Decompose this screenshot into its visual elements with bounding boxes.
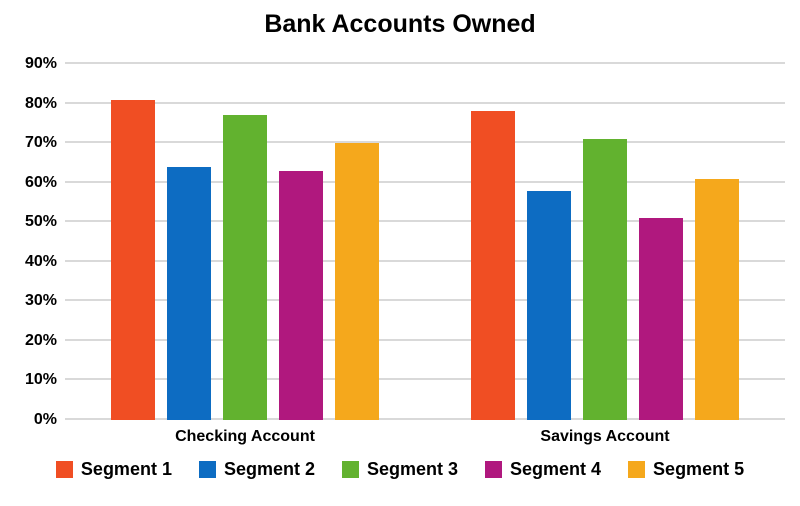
legend-item-segment-5: Segment 5 — [628, 459, 744, 480]
y-tick-label-60: 60% — [24, 173, 57, 191]
bar-segment-1-checking-account — [111, 99, 155, 420]
x-category-label-savings-account: Savings Account — [540, 428, 670, 445]
x-axis-labels: Checking Account Savings Account — [65, 428, 785, 446]
gridline-20 — [65, 338, 785, 341]
y-tick-label-90: 90% — [24, 55, 57, 72]
bar-segment-3-savings-account — [583, 139, 627, 420]
y-tick-label-20: 20% — [24, 331, 57, 349]
legend-label: Segment 5 — [653, 459, 745, 479]
bar-segment-4-checking-account — [279, 170, 323, 420]
legend-item-segment-4: Segment 4 — [485, 459, 601, 480]
legend-swatch-icon — [341, 461, 359, 478]
bar-groups — [65, 64, 785, 420]
gridline-80 — [65, 101, 785, 104]
bar-group-savings-account — [425, 64, 785, 420]
y-tick-label-0: 0% — [33, 411, 57, 428]
legend-item-segment-3: Segment 3 — [341, 459, 459, 480]
legend: Segment 1 Segment 2 Segment 3 Segment 4 Segm… — [0, 459, 800, 480]
bar-segment-3-checking-account — [223, 115, 267, 420]
gridline-70 — [65, 141, 785, 144]
legend-label: Segment 1 — [80, 459, 172, 479]
bar-segment-5-checking-account — [335, 143, 379, 420]
bar-segment-2-checking-account — [167, 166, 211, 420]
legend-item-segment-2: Segment 2 — [198, 459, 315, 480]
y-tick-label-80: 80% — [24, 94, 57, 112]
legend-swatch-icon — [485, 461, 503, 478]
gridline-30 — [65, 299, 785, 302]
y-tick-label-30: 30% — [24, 292, 57, 310]
chart-title: Bank Accounts Owned — [264, 10, 536, 38]
legend-swatch-icon — [628, 461, 646, 478]
y-tick-label-40: 40% — [24, 252, 57, 270]
y-tick-label-70: 70% — [24, 134, 57, 152]
legend-item-segment-1: Segment 1 — [55, 459, 172, 480]
y-tick-label-50: 50% — [24, 213, 57, 231]
plot-area — [65, 62, 785, 420]
gridline-90 — [65, 62, 785, 64]
legend-label: Segment 3 — [366, 459, 459, 479]
bar-segment-5-savings-account — [695, 178, 739, 420]
legend-label: Segment 4 — [510, 459, 602, 479]
bar-segment-1-savings-account — [471, 111, 515, 420]
gridline-10 — [65, 378, 785, 381]
x-category-label-checking-account: Checking Account — [175, 428, 315, 445]
gridline-50 — [65, 220, 785, 223]
gridline-0 — [65, 418, 785, 420]
y-tick-label-10: 10% — [24, 371, 57, 389]
legend-swatch-icon — [55, 461, 73, 478]
bar-group-checking-account — [65, 64, 425, 420]
legend-swatch-icon — [198, 461, 216, 478]
gridline-40 — [65, 259, 785, 262]
bar-segment-2-savings-account — [527, 190, 571, 420]
bar-segment-4-savings-account — [639, 218, 683, 420]
gridline-60 — [65, 180, 785, 183]
legend-label: Segment 2 — [223, 459, 315, 479]
